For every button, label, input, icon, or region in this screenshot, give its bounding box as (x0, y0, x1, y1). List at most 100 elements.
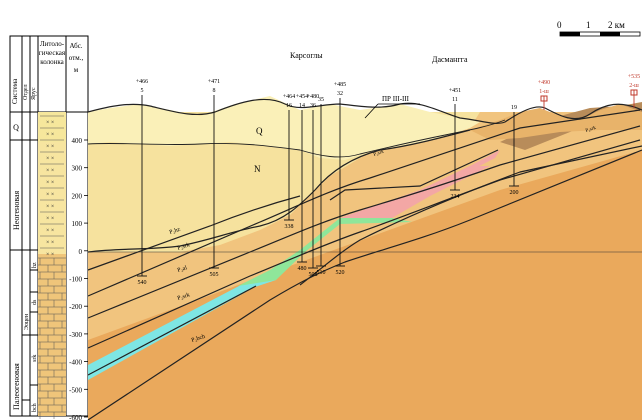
profile-marker: ПР III-III (364, 95, 420, 119)
label-srk-1: P₂srk (177, 242, 191, 252)
well-name: 1-ш (539, 89, 549, 95)
well-elevation: +480 (307, 94, 319, 100)
elevation-tick-label: 400 (72, 137, 83, 145)
svg-text:× ×: × × (46, 168, 54, 174)
well-36: +480 36 508 (307, 94, 319, 278)
well-depth: 200 (510, 190, 519, 196)
elevation-tick-label: 300 (72, 165, 83, 173)
wells: +466 5 540 +471 8 505 +464 16 338 +454 14 480 +480 36… (136, 74, 640, 286)
series-eocene: Эоцен (24, 313, 30, 330)
system-quaternary: Q (13, 123, 19, 132)
well-name: 19 (511, 105, 517, 111)
well-depth: 480 (298, 266, 307, 272)
profile-label: ПР III-III (382, 95, 410, 103)
shaft-icon (630, 89, 638, 96)
scale-bar: 0 1 2 км (557, 20, 641, 37)
cyan-layer (88, 275, 276, 380)
well-8: +471 8 505 (208, 79, 220, 278)
well-depth: 505 (210, 272, 219, 278)
well-5: +466 5 540 (136, 79, 148, 286)
system-paleogene: Палеогеновая (12, 363, 21, 410)
system-neogene: Неогеновая (12, 190, 21, 230)
well-depth: 234 (451, 194, 460, 200)
svg-text:× ×: × × (46, 144, 54, 150)
deep-paleogene (88, 150, 642, 420)
well-32: +485 32 520 (334, 82, 346, 276)
svg-text:× ×: × × (46, 204, 54, 210)
stage-srk: srk (32, 355, 38, 362)
svg-text:× ×: × × (46, 252, 54, 258)
well-16: +464 16 338 (283, 94, 295, 230)
well-name: 11 (452, 97, 458, 103)
well-elevation: +451 (449, 88, 461, 94)
elevation-header-3: м (74, 66, 79, 74)
label-N: N (254, 164, 261, 174)
stage-hz: hz (32, 262, 38, 268)
label-Q: Q (256, 126, 263, 136)
stratigraphic-column: Система Отдел Ярус Литоло-гическая колонк… (9, 35, 89, 420)
well-19: 19 200 (509, 105, 519, 196)
well-elevation: +454 (296, 94, 308, 100)
svg-text:× ×: × × (46, 192, 54, 198)
well-11: +451 11 234 (449, 88, 461, 200)
place-karsogly: Карсоглы (290, 51, 323, 60)
label-srk-4: P₂srk (585, 126, 597, 134)
well-name: 16 (286, 103, 292, 109)
svg-text:× ×: × × (46, 180, 54, 186)
section-body: +466 5 540 +471 8 505 +464 16 338 +454 14 480 +480 36… (87, 51, 642, 420)
elevation-scale: 400 300 200 100 0 -100 -200 -300 -400 -500 -600 (69, 137, 88, 420)
well-name: 32 (337, 91, 343, 97)
well-name: 35 (318, 97, 324, 103)
label-al: P₂al (177, 265, 188, 274)
well-14: +454 14 480 (296, 94, 308, 272)
label-bch: P₂bch (191, 334, 206, 344)
elevation-tick-label: 100 (72, 220, 83, 228)
elevation-tick-label: -100 (69, 276, 82, 284)
elevation-header-1: Абс. (69, 42, 82, 50)
label-srk-2: P₂srk (177, 292, 191, 302)
elevation-header-2: отм., (69, 54, 84, 62)
well-elevation: +485 (334, 82, 346, 88)
svg-text:× ×: × × (46, 228, 54, 234)
well-depth: 508 (309, 272, 318, 278)
well-name: 8 (213, 88, 216, 94)
svg-text:× ×: × × (46, 156, 54, 162)
elevation-tick-label: -600 (69, 414, 82, 420)
shaft-icon (540, 95, 548, 102)
svg-text:× ×: × × (46, 216, 54, 222)
well-elevation: +535 (628, 74, 640, 80)
well-depth: 540 (138, 280, 147, 286)
scale-label-0: 0 (557, 20, 562, 30)
well-35: 35 510 (316, 97, 326, 276)
well-name: 14 (299, 103, 305, 109)
elevation-tick-label: 0 (79, 248, 83, 256)
well-1-ш: +490 1-ш (538, 80, 550, 110)
well-elevation: +466 (136, 79, 148, 85)
scale-label-2: 2 км (608, 20, 625, 30)
system-header: Система (11, 78, 19, 104)
well-name: 2-ш (629, 83, 639, 89)
elevation-tick-label: -400 (69, 359, 82, 367)
well-elevation: +471 (208, 79, 220, 85)
well-elevation: +464 (283, 94, 295, 100)
svg-text:× ×: × × (46, 132, 54, 138)
elevation-tick-label: -200 (69, 303, 82, 311)
well-depth: 510 (317, 270, 326, 276)
green-layer (238, 218, 412, 286)
well-name: 5 (141, 88, 144, 94)
svg-text:× ×: × × (46, 240, 54, 246)
well-2-ш: +535 2-ш (628, 74, 640, 108)
elevation-tick-label: 200 (72, 192, 83, 200)
well-name: 36 (310, 103, 316, 109)
scale-label-1: 1 (586, 20, 591, 30)
series-header: Отдел (23, 84, 29, 100)
stage-bch: bch (32, 403, 38, 412)
label-hz: P₂hz (169, 227, 182, 236)
well-depth: 520 (336, 270, 345, 276)
label-srk-3: P₂srk (373, 149, 385, 158)
well-elevation: +490 (538, 80, 550, 86)
place-dasmangia: Дасмангга (432, 55, 468, 64)
elevation-tick-label: -500 (69, 386, 82, 394)
svg-text:× ×: × × (46, 120, 54, 126)
